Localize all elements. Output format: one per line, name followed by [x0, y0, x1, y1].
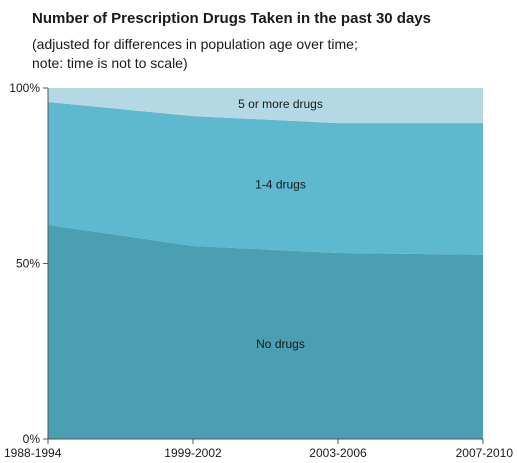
x-tick-label: 2007-2010: [456, 446, 514, 460]
chart-title: Number of Prescription Drugs Taken in th…: [32, 10, 431, 27]
x-tick-label: 2003-2006: [309, 446, 367, 460]
area-labels: No drugs 1-4 drugs 5 or more drugs: [238, 97, 323, 351]
area-no-drugs: [48, 224, 483, 439]
x-tick-label: 1988-1994: [4, 446, 62, 460]
area-layers: [48, 88, 483, 439]
y-tick-label: 0%: [23, 432, 41, 446]
y-axis-ticks: 0% 50% 100%: [9, 81, 48, 446]
chart-subtitle-line-1: (adjusted for differences in population …: [32, 36, 358, 52]
area-1-4-drugs: [48, 102, 483, 255]
area-label-1-4-drugs: 1-4 drugs: [255, 178, 306, 192]
area-label-5-or-more-drugs: 5 or more drugs: [238, 97, 323, 111]
y-tick-label: 100%: [9, 81, 40, 95]
area-5-or-more-drugs: [48, 88, 483, 124]
chart-subtitle-line-2: note: time is not to scale): [32, 55, 188, 71]
y-tick-label: 50%: [16, 257, 40, 271]
area-label-no-drugs: No drugs: [256, 337, 305, 351]
x-axis-ticks: 1988-1994 1999-2002 2003-2006 2007-2010: [4, 439, 513, 460]
x-tick-label: 1999-2002: [164, 446, 222, 460]
